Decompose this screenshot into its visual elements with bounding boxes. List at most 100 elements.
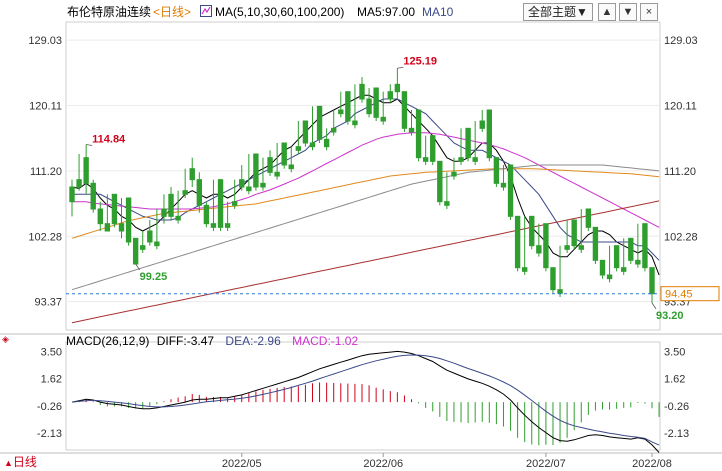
candle-down: [281, 142, 287, 166]
candle-down: [111, 193, 118, 225]
candle-down: [401, 91, 408, 129]
candle-down: [366, 98, 372, 115]
theme-select-button[interactable]: 全部主题▼: [523, 3, 593, 21]
macd-tick-left: 1.62: [41, 374, 62, 386]
ma10-value: MA10: [422, 5, 454, 19]
price-tick-left: 120.11: [29, 101, 62, 113]
ma5-value: MA5:97.00: [357, 5, 416, 19]
candle-down: [359, 83, 365, 100]
candle-down: [274, 171, 280, 177]
candle-down: [472, 157, 478, 162]
candle-down: [323, 138, 330, 148]
annotation-high-peak-pointer: [397, 66, 404, 69]
candle-down: [175, 215, 181, 221]
panel-resize-icon: ◈: [2, 334, 9, 344]
price-tick-left: 111.20: [30, 166, 62, 178]
candle-down: [331, 127, 337, 133]
candle-down: [182, 190, 188, 195]
candle-down: [97, 208, 103, 225]
instrument-title: 布伦特原油连续: [67, 5, 152, 19]
candle-down: [628, 237, 634, 261]
candle-down: [373, 87, 379, 118]
time-tick-label: 2022/08: [632, 458, 672, 470]
candle-down: [635, 259, 641, 265]
line-ma10: [72, 98, 660, 261]
candle-down: [302, 120, 309, 144]
candle-down: [76, 179, 82, 188]
candle-down: [189, 168, 195, 181]
annotation-high-left: 114.84: [92, 133, 126, 145]
candle-down: [224, 223, 231, 228]
scroll-down-icon[interactable]: ▼: [619, 3, 637, 21]
line-ma100: [71, 164, 660, 291]
candle-down: [486, 109, 493, 159]
candle-down: [154, 241, 160, 247]
candle-down: [338, 109, 344, 115]
candle-down: [500, 182, 507, 188]
candle-down: [309, 142, 316, 148]
candle-down: [118, 223, 125, 232]
candle-down: [69, 186, 75, 203]
candle-down: [246, 186, 252, 192]
macd-value: MACD:-1.02: [292, 334, 359, 348]
candle-down: [196, 179, 203, 206]
candle-down: [90, 182, 96, 210]
scroll-up-icon[interactable]: ▲: [598, 3, 616, 21]
line-ma30: [72, 132, 660, 228]
candle-down: [231, 201, 238, 206]
candle-down: [394, 83, 401, 93]
line-ma60: [71, 168, 660, 239]
time-tick-label: 2022/07: [526, 458, 566, 470]
candle-down: [521, 267, 528, 272]
candle-down: [543, 223, 549, 269]
last-price-box: [660, 286, 720, 302]
candle-down: [529, 215, 535, 247]
candle-down: [380, 116, 386, 122]
macd-tick-left: -0.26: [37, 401, 62, 413]
dropdown-icon: ▲: [4, 458, 13, 468]
close-icon[interactable]: ×: [640, 3, 658, 21]
candle-down: [132, 237, 139, 265]
candle-down: [444, 201, 450, 206]
macd-dea: DEA:-2.96: [225, 334, 281, 348]
candle-down: [437, 160, 443, 203]
candle-down: [422, 157, 429, 162]
macd-diff: DIFF:-3.47: [156, 334, 215, 348]
annotation-high-peak: 125.19: [403, 55, 437, 67]
price-panel-frame: [65, 21, 661, 331]
candle-down: [465, 127, 471, 159]
line-macd-dea: [71, 354, 660, 446]
time-tick-label: 2022/06: [363, 458, 403, 470]
line-ma5: [71, 94, 660, 276]
candle-down: [606, 274, 613, 280]
candle-down: [217, 179, 224, 228]
candle-down: [210, 223, 217, 228]
candle-down: [564, 245, 570, 250]
line-ma200: [71, 200, 660, 324]
macd-tick-left: 3.50: [41, 346, 62, 358]
candle-down: [345, 91, 351, 122]
macd-tick-left: -2.13: [37, 428, 62, 440]
macd-panel-frame: [65, 341, 661, 451]
candle-down: [550, 267, 556, 291]
candle-down: [168, 193, 174, 217]
period-label[interactable]: <日线>: [153, 5, 192, 19]
candle-down: [479, 120, 485, 129]
candle-down: [253, 153, 259, 188]
candle-down: [316, 105, 323, 140]
candle-down: [585, 208, 592, 228]
candle-down: [458, 157, 464, 162]
ma-settings-icon[interactable]: [200, 4, 212, 20]
candle-down: [621, 267, 627, 272]
annotation-low-left: 99.25: [140, 271, 168, 283]
period-tab[interactable]: ▲日线: [4, 455, 37, 470]
candle-down: [415, 109, 422, 159]
last-price-label: 94.45: [665, 289, 693, 301]
candle-down: [557, 289, 563, 294]
candle-down: [387, 91, 393, 100]
candle-down: [140, 245, 146, 250]
candle-down: [352, 120, 358, 126]
macd-tick-right: -0.26: [664, 401, 689, 413]
candle-down: [147, 230, 153, 243]
